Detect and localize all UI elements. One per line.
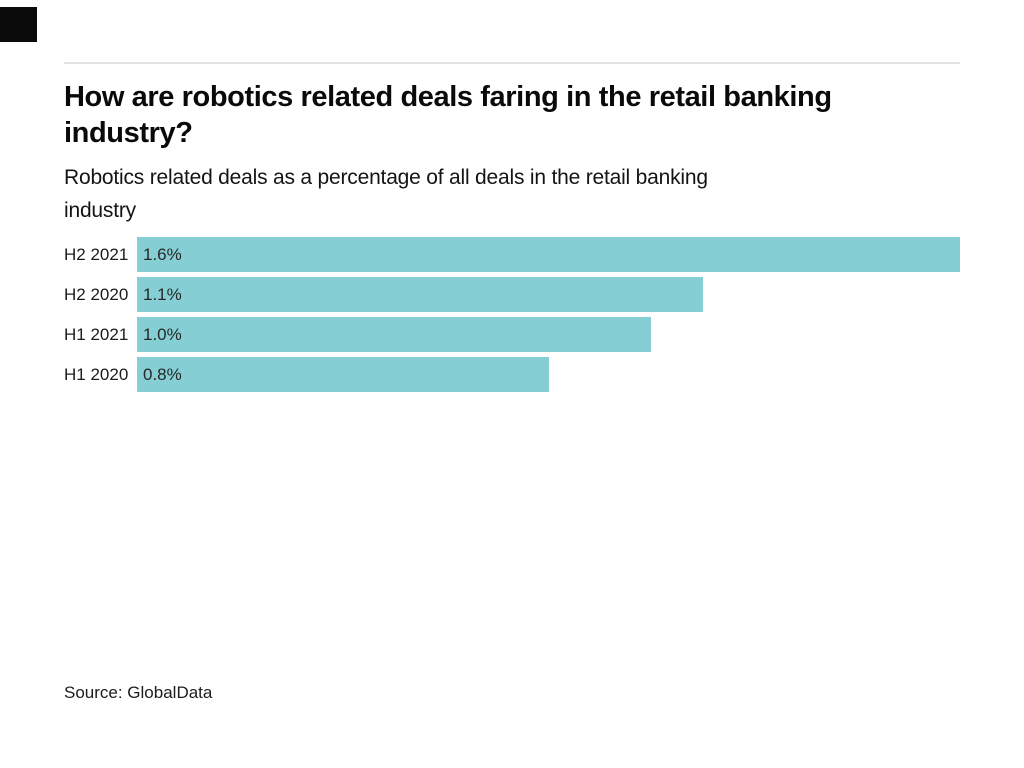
bar: 1.6% xyxy=(137,237,960,272)
value-label: 1.1% xyxy=(143,284,182,304)
bar: 1.0% xyxy=(137,317,652,352)
chart-row: H1 2020 0.8% xyxy=(64,357,960,392)
chart-subtitle: Robotics related deals as a percentage o… xyxy=(64,161,708,227)
bar: 1.1% xyxy=(137,277,703,312)
page-title-line: How are robotics related deals faring in… xyxy=(64,81,832,113)
page-title: How are robotics related deals faring in… xyxy=(64,79,832,151)
chart-row: H2 2020 1.1% xyxy=(64,277,960,312)
value-label: 0.8% xyxy=(143,364,182,384)
category-label: H2 2020 xyxy=(64,284,129,304)
category-label: H1 2020 xyxy=(64,364,129,384)
chart-row: H2 2021 1.6% xyxy=(64,237,960,272)
source-caption: Source: GlobalData xyxy=(64,683,213,702)
value-label: 1.6% xyxy=(143,244,182,264)
bar-chart: H2 2021 1.6% H2 2020 1.1% H1 2021 1.0% H1 2020… xyxy=(64,237,960,392)
page-title-line: industry? xyxy=(64,117,193,149)
chart-subtitle-line: Robotics related deals as a percentage o… xyxy=(64,166,708,189)
chart-row: H1 2021 1.0% xyxy=(64,317,960,352)
bar: 0.8% xyxy=(137,357,549,392)
category-label: H1 2021 xyxy=(64,324,129,344)
header-divider xyxy=(64,62,960,64)
category-label: H2 2021 xyxy=(64,244,129,264)
chart-subtitle-line: industry xyxy=(64,199,136,222)
value-label: 1.0% xyxy=(143,324,182,344)
brand-mark xyxy=(0,7,37,42)
